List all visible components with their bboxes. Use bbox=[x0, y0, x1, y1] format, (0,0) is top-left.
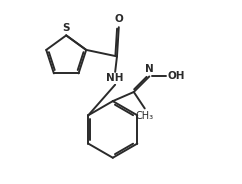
Text: OH: OH bbox=[167, 71, 185, 82]
Text: S: S bbox=[62, 23, 70, 33]
Text: NH: NH bbox=[106, 73, 124, 83]
Text: CH₃: CH₃ bbox=[136, 111, 154, 121]
Text: N: N bbox=[145, 64, 154, 74]
Text: O: O bbox=[114, 14, 123, 24]
